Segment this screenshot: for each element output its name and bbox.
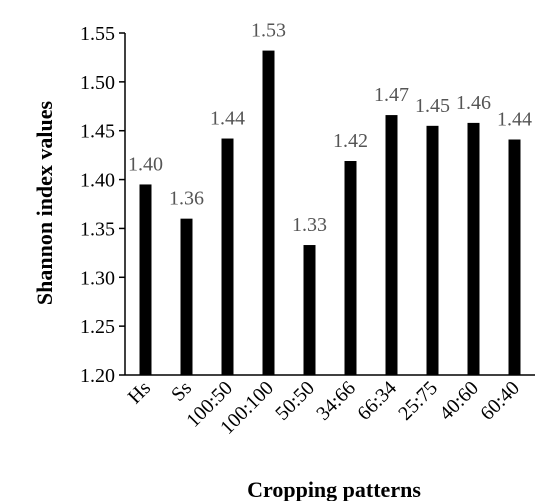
data-label: 1.47 — [374, 84, 409, 106]
bar-100:50 — [221, 138, 234, 375]
x-tick-label: 34:66 — [312, 377, 360, 425]
data-label: 1.44 — [497, 109, 532, 131]
x-tick-label: 25:75 — [394, 377, 442, 425]
data-label: 1.53 — [251, 20, 286, 42]
x-axis-ticks: Hs Ss100:50100:10050:5034:6666:3425:7540:… — [124, 377, 524, 439]
data-label: 1.40 — [128, 153, 163, 175]
y-tick-label: 1.30 — [80, 267, 115, 289]
data-label: 1.46 — [456, 92, 491, 114]
y-tick-label: 1.20 — [80, 365, 115, 387]
bar-40:60 — [467, 122, 480, 375]
bar-66:34 — [385, 115, 398, 375]
y-axis-title: Shannon index values — [32, 100, 57, 305]
bar-60:40 — [508, 139, 521, 375]
x-tick-label: 60:40 — [476, 377, 524, 425]
bar-100:100 — [262, 50, 275, 376]
y-tick-label: 1.50 — [80, 72, 115, 94]
data-label: 1.44 — [210, 108, 245, 130]
y-axis-ticks: 1.20 1.25 1.30 1.35 1.40 1.45 1.50 1.55 — [80, 23, 125, 387]
x-axis-title: Cropping patterns — [247, 477, 421, 501]
data-label: 1.33 — [292, 214, 327, 236]
bar-50:50 — [303, 245, 316, 375]
data-label: 1.45 — [415, 95, 450, 117]
data-labels-group: 1.40 1.36 1.44 1.53 1.33 1.42 1.47 1.45 1.46 1.44 — [128, 20, 532, 236]
bar-Ss — [180, 218, 193, 375]
y-tick-label: 1.40 — [80, 170, 115, 192]
y-tick-label: 1.45 — [80, 121, 115, 143]
y-tick-label: 1.25 — [80, 316, 115, 338]
x-tick-label: Hs — [124, 377, 155, 408]
x-tick-label: 40:60 — [435, 377, 483, 425]
bar-25:75 — [426, 125, 439, 375]
bar-34:66 — [344, 161, 357, 375]
data-label: 1.42 — [333, 130, 368, 152]
bars-group — [139, 50, 521, 376]
y-tick-label: 1.55 — [80, 23, 115, 45]
bar-Hs — [139, 184, 152, 375]
y-tick-label: 1.35 — [80, 218, 115, 240]
x-tick-label: Ss — [167, 377, 196, 406]
data-label: 1.36 — [169, 188, 204, 210]
x-tick-label: 66:34 — [353, 377, 401, 425]
x-tick-label: 50:50 — [271, 377, 319, 425]
